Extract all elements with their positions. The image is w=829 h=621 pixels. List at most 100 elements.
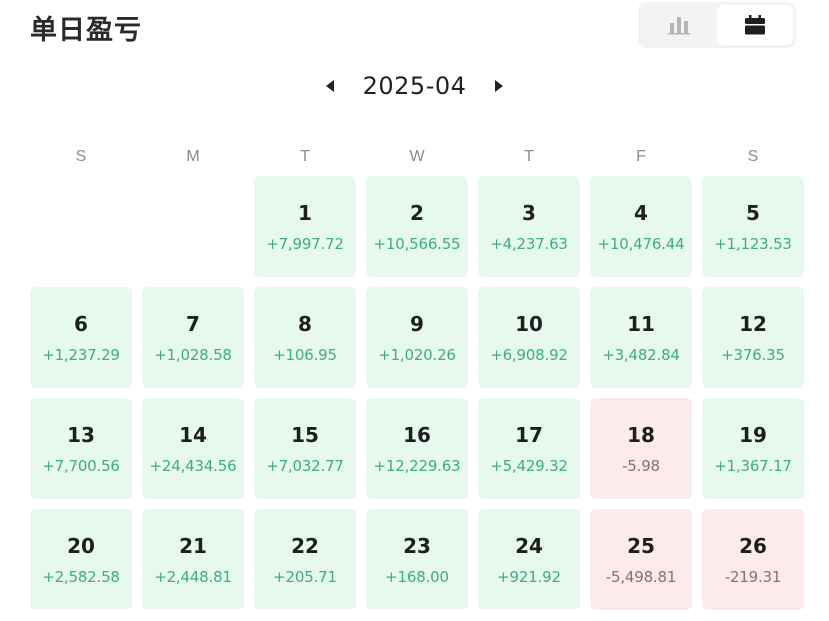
daily-pnl-value: +205.71 xyxy=(273,567,337,586)
day-number: 3 xyxy=(522,200,536,225)
month-navigation: 2025-04 xyxy=(0,66,829,106)
calendar-day-cell[interactable]: 14 +24,434.56 xyxy=(142,398,244,499)
calendar-day-cell[interactable]: 25 -5,498.81 xyxy=(590,509,692,610)
calendar-view-button[interactable] xyxy=(717,5,793,45)
calendar-day-cell[interactable]: 18 -5.98 xyxy=(590,398,692,499)
daily-pnl-value: +1,367.17 xyxy=(714,456,792,475)
calendar-day-cell[interactable]: 5 +1,123.53 xyxy=(702,176,804,277)
page-title: 单日盈亏 xyxy=(30,15,142,46)
day-number: 7 xyxy=(186,311,200,336)
daily-pnl-value: +2,582.58 xyxy=(42,567,120,586)
daily-pnl-value: +24,434.56 xyxy=(149,456,237,475)
weekday-label: W xyxy=(409,148,425,165)
day-number: 1 xyxy=(298,200,312,225)
calendar-day-cell[interactable]: 7 +1,028.58 xyxy=(142,287,244,388)
day-number: 17 xyxy=(515,422,543,447)
weekday-label: F xyxy=(636,148,646,165)
view-toggle xyxy=(638,2,796,48)
day-number: 20 xyxy=(67,533,95,558)
calendar-day-cell[interactable]: 8 +106.95 xyxy=(254,287,356,388)
day-number: 2 xyxy=(410,200,424,225)
day-number: 6 xyxy=(74,311,88,336)
calendar-day-cell[interactable]: 26 -219.31 xyxy=(702,509,804,610)
daily-pnl-value: +7,700.56 xyxy=(42,456,120,475)
weekday-label: S xyxy=(747,148,759,165)
calendar-day-cell[interactable]: 13 +7,700.56 xyxy=(30,398,132,499)
weekday-label: T xyxy=(524,148,534,165)
calendar-day-cell[interactable]: 9 +1,020.26 xyxy=(366,287,468,388)
daily-pnl-value: +4,237.63 xyxy=(490,234,568,253)
daily-pnl-value: +7,032.77 xyxy=(266,456,344,475)
daily-pnl-value: +7,997.72 xyxy=(266,234,344,253)
day-number: 25 xyxy=(627,533,655,558)
calendar-day-cell[interactable]: 21 +2,448.81 xyxy=(142,509,244,610)
day-number: 22 xyxy=(291,533,319,558)
daily-pnl-value: -5.98 xyxy=(622,456,660,475)
bar-chart-icon xyxy=(668,17,690,35)
calendar-day-cell[interactable]: 1 +7,997.72 xyxy=(254,176,356,277)
weekday-label: M xyxy=(186,148,200,165)
daily-pnl-value: +6,908.92 xyxy=(490,345,568,364)
prev-month-button[interactable] xyxy=(315,71,345,101)
calendar-day-cell[interactable]: 16 +12,229.63 xyxy=(366,398,468,499)
calendar-day-cell[interactable]: 20 +2,582.58 xyxy=(30,509,132,610)
calendar-day-cell[interactable]: 15 +7,032.77 xyxy=(254,398,356,499)
calendar-day-cell[interactable]: 22 +205.71 xyxy=(254,509,356,610)
daily-pnl-value: +921.92 xyxy=(497,567,561,586)
daily-pnl-value: +106.95 xyxy=(273,345,337,364)
daily-pnl-value: -5,498.81 xyxy=(605,567,677,586)
caret-right-icon xyxy=(495,80,504,92)
weekday-header: S M T W T F S xyxy=(30,148,804,166)
day-number: 5 xyxy=(746,200,760,225)
day-number: 10 xyxy=(515,311,543,336)
daily-pnl-value: +1,020.26 xyxy=(378,345,456,364)
calendar-day-cell[interactable]: 10 +6,908.92 xyxy=(478,287,580,388)
calendar-day-cell[interactable]: 11 +3,482.84 xyxy=(590,287,692,388)
calendar-day-cell[interactable]: 24 +921.92 xyxy=(478,509,580,610)
calendar-empty-cell xyxy=(142,176,244,277)
day-number: 19 xyxy=(739,422,767,447)
daily-pnl-value: +10,566.55 xyxy=(373,234,461,253)
day-number: 14 xyxy=(179,422,207,447)
day-number: 15 xyxy=(291,422,319,447)
calendar-day-cell[interactable]: 6 +1,237.29 xyxy=(30,287,132,388)
day-number: 9 xyxy=(410,311,424,336)
calendar-day-cell[interactable]: 4 +10,476.44 xyxy=(590,176,692,277)
weekday-label: T xyxy=(300,148,310,165)
day-number: 11 xyxy=(627,311,655,336)
daily-pnl-value: +12,229.63 xyxy=(373,456,461,475)
calendar-day-cell[interactable]: 3 +4,237.63 xyxy=(478,176,580,277)
chart-view-button[interactable] xyxy=(641,5,717,45)
daily-pnl-value: +2,448.81 xyxy=(154,567,232,586)
caret-left-icon xyxy=(325,80,334,92)
daily-pnl-value: +1,028.58 xyxy=(154,345,232,364)
daily-pnl-value: +1,123.53 xyxy=(714,234,792,253)
daily-pnl-value: +5,429.32 xyxy=(490,456,568,475)
calendar-day-cell[interactable]: 19 +1,367.17 xyxy=(702,398,804,499)
day-number: 12 xyxy=(739,311,767,336)
weekday-label: S xyxy=(75,148,87,165)
day-number: 24 xyxy=(515,533,543,558)
calendar-day-cell[interactable]: 23 +168.00 xyxy=(366,509,468,610)
day-number: 4 xyxy=(634,200,648,225)
day-number: 26 xyxy=(739,533,767,558)
daily-pnl-value: +168.00 xyxy=(385,567,449,586)
day-number: 8 xyxy=(298,311,312,336)
day-number: 23 xyxy=(403,533,431,558)
calendar-grid: 1 +7,997.72 2 +10,566.55 3 +4,237.63 4 +10,476.… xyxy=(30,176,804,610)
day-number: 16 xyxy=(403,422,431,447)
daily-pnl-value: +10,476.44 xyxy=(597,234,685,253)
daily-pnl-value: +3,482.84 xyxy=(602,345,680,364)
calendar-empty-cell xyxy=(30,176,132,277)
calendar-day-cell[interactable]: 12 +376.35 xyxy=(702,287,804,388)
calendar-day-cell[interactable]: 2 +10,566.55 xyxy=(366,176,468,277)
day-number: 13 xyxy=(67,422,95,447)
daily-pnl-value: +376.35 xyxy=(721,345,785,364)
day-number: 21 xyxy=(179,533,207,558)
day-number: 18 xyxy=(627,422,655,447)
calendar-icon xyxy=(745,15,765,35)
daily-pnl-value: +1,237.29 xyxy=(42,345,120,364)
daily-pnl-value: -219.31 xyxy=(724,567,782,586)
next-month-button[interactable] xyxy=(484,71,514,101)
calendar-day-cell[interactable]: 17 +5,429.32 xyxy=(478,398,580,499)
